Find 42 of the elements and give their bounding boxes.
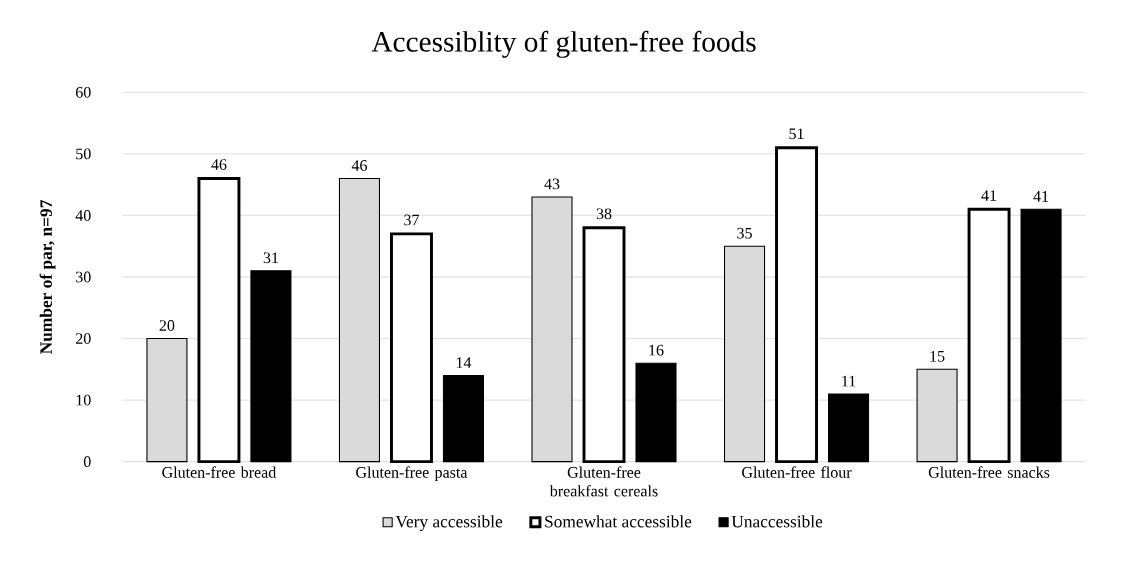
- x-tick-label: Gluten-free bread: [162, 466, 277, 478]
- bar: [775, 146, 818, 464]
- y-tick-label: 40: [75, 210, 91, 221]
- legend-label: Unaccessible: [731, 515, 823, 528]
- y-tick-label: 0: [83, 456, 91, 468]
- data-label: 41: [1033, 191, 1049, 202]
- bar: [390, 232, 433, 464]
- legend-label: Somewhat accessible: [545, 515, 692, 528]
- data-label: 38: [596, 208, 612, 220]
- y-tick-label: 10: [76, 394, 91, 406]
- y-tick-label: 20: [76, 333, 91, 344]
- legend-label: Very accessible: [395, 515, 503, 532]
- x-tick-label: Gluten-free snacks: [928, 466, 1050, 478]
- data-label: 15: [930, 350, 945, 362]
- data-label: 20: [159, 320, 175, 331]
- bar: [250, 270, 292, 463]
- x-tick-label: Gluten-free breakfast cereals: [549, 466, 658, 497]
- bar: [582, 226, 626, 464]
- y-tick-label: 30: [76, 271, 91, 283]
- y-tick-label: 50: [76, 148, 91, 160]
- data-label: 14: [456, 357, 472, 368]
- data-label: 41: [981, 190, 997, 201]
- bar: [197, 177, 241, 464]
- y-axis-title: Number of par, n=97: [39, 200, 56, 354]
- bar: [1020, 208, 1062, 463]
- data-label: 35: [737, 227, 752, 239]
- data-label: 16: [649, 344, 664, 356]
- data-label: 31: [263, 252, 278, 264]
- data-label: 46: [211, 159, 227, 170]
- data-label: 46: [351, 160, 367, 171]
- bar: [635, 362, 677, 463]
- bar: [967, 207, 1011, 464]
- data-label: 43: [544, 178, 560, 190]
- x-tick-label: Gluten-free flour: [742, 466, 852, 478]
- chart-title: Accessiblity of gluten-free foods: [371, 30, 756, 58]
- data-label: 37: [404, 214, 419, 226]
- data-label: 11: [842, 375, 856, 387]
- y-tick-label: 60: [75, 86, 91, 98]
- bar: [442, 374, 485, 463]
- bar: [827, 393, 870, 463]
- x-tick-label: Gluten-free pasta: [356, 466, 468, 482]
- data-label: 51: [789, 128, 804, 140]
